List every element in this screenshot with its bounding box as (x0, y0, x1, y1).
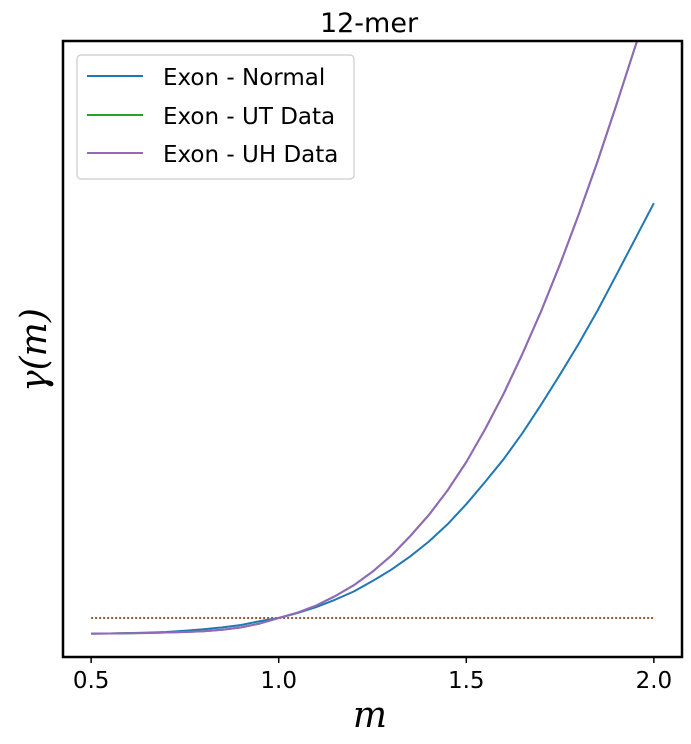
x-tick-label: 1.5 (448, 668, 485, 694)
series-line-exon-uh-data (91, 41, 639, 635)
x-tick-label: 2.0 (636, 668, 673, 694)
plot-area (91, 41, 655, 635)
x-tick-label: 1.0 (260, 668, 297, 694)
axes-frame (61, 39, 684, 659)
x-axis-label: m (353, 695, 387, 736)
legend-label-uh: Exon - UH Data (163, 142, 338, 168)
x-axis-ticks: 0.5 1.0 1.5 2.0 (73, 657, 672, 694)
legend-label-normal: Exon - Normal (163, 65, 325, 91)
legend-label-ut: Exon - UT Data (163, 104, 335, 130)
y-axis-label: γ(m) (14, 308, 55, 392)
x-tick-label: 0.5 (73, 668, 110, 694)
legend: Exon - Normal Exon - UT Data Exon - UH D… (76, 54, 355, 180)
series-line-exon-normal (91, 202, 655, 635)
legend-box (76, 54, 355, 180)
chart-title: 12-mer (320, 8, 419, 39)
